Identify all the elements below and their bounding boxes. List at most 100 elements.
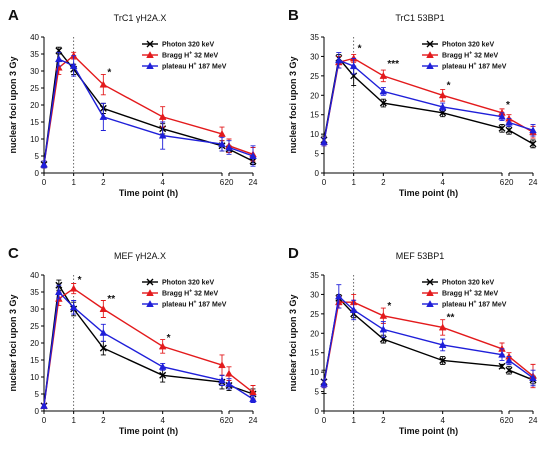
x-tick-label: 2 — [381, 416, 386, 425]
data-point — [225, 369, 233, 377]
data-point — [379, 325, 388, 333]
data-point — [69, 61, 78, 69]
y-tick-label: 10 — [310, 130, 319, 139]
data-point — [426, 300, 434, 307]
chart-title: MEF 53BP1 — [396, 251, 445, 261]
significance-marker: * — [167, 333, 171, 344]
data-point — [426, 51, 434, 58]
x-axis-label: Time point (h) — [119, 426, 178, 436]
series-line — [323, 57, 503, 143]
data-point — [146, 62, 154, 69]
y-tick-label: 30 — [310, 52, 319, 61]
data-point — [40, 401, 48, 409]
x-axis-label: Time point (h) — [399, 426, 458, 436]
data-point — [505, 126, 513, 134]
series-line-late — [228, 383, 254, 400]
data-point — [498, 362, 506, 370]
y-axis-label: nuclear foci upon 3 Gy — [8, 56, 18, 153]
panel-letter: D — [288, 245, 299, 262]
legend-entry: plateau H+ 187 MeV — [162, 300, 227, 309]
series-line-late — [228, 148, 254, 162]
data-point — [158, 342, 167, 350]
y-axis-label: nuclear foci upon 3 Gy — [8, 294, 18, 391]
panel-b: B TrC1 53BP1 nuclear foci upon 3 Gy Time po… — [288, 7, 538, 198]
x-tick-label: 24 — [529, 178, 538, 187]
panel-a: A TrC1 γH2A.X nuclear foci upon 3 Gy Time p… — [8, 7, 258, 198]
data-point — [40, 160, 48, 168]
panel-d: D MEF 53BP1 nuclear foci upon 3 Gy Time poi… — [288, 245, 538, 436]
data-point — [320, 379, 328, 387]
legend-entry: plateau H+ 187 MeV — [162, 62, 227, 71]
legend-entry: plateau H+ 187 MeV — [442, 300, 507, 309]
x-tick-label: 0 — [322, 178, 327, 187]
data-point — [158, 362, 167, 370]
significance-marker: * — [506, 100, 510, 111]
x-tick-label: 4 — [160, 178, 165, 187]
data-point — [379, 71, 388, 79]
panel-letter: A — [8, 7, 19, 24]
y-tick-label: 0 — [35, 407, 40, 416]
x-tick-label: 20 — [225, 178, 234, 187]
data-point — [379, 311, 388, 319]
y-axis-label: nuclear foci upon 3 Gy — [288, 56, 298, 153]
data-point — [505, 118, 513, 126]
legend-entry: Bragg H+ 32 MeV — [442, 289, 499, 298]
data-point — [55, 288, 63, 295]
significance-marker: * — [107, 68, 111, 79]
x-axis-label: Time point (h) — [399, 188, 458, 198]
legend-entry: Bragg H+ 32 MeV — [442, 51, 499, 60]
x-tick-label: 1 — [351, 416, 356, 425]
chart-title: MEF γH2A.X — [114, 251, 166, 261]
data-point — [426, 278, 434, 286]
series-line-late — [508, 117, 534, 133]
series-line-late — [508, 121, 534, 131]
y-tick-label: 20 — [310, 329, 319, 338]
x-tick-label: 0 — [42, 178, 47, 187]
data-point — [379, 87, 388, 95]
legend-entry: plateau H+ 187 MeV — [442, 62, 507, 71]
series-2 — [40, 51, 257, 169]
series-line — [43, 290, 223, 406]
data-point — [69, 284, 78, 292]
legend-entry: Photon 320 keV — [442, 42, 494, 49]
legend-entry: Photon 320 keV — [162, 280, 214, 287]
x-tick-label: 2 — [101, 178, 106, 187]
legend-entry: Photon 320 keV — [162, 42, 214, 49]
x-tick-label: 6 — [500, 178, 505, 187]
x-tick-label: 20 — [505, 416, 514, 425]
series-line — [43, 287, 223, 406]
data-point — [218, 361, 226, 369]
data-point — [349, 306, 358, 313]
significance-marker: * — [358, 44, 362, 55]
data-point — [99, 344, 107, 352]
data-point — [99, 112, 108, 120]
y-tick-label: 0 — [315, 169, 320, 178]
x-tick-label: 20 — [225, 416, 234, 425]
data-point — [249, 388, 257, 396]
x-tick-label: 24 — [249, 416, 258, 425]
data-point — [529, 126, 537, 134]
x-tick-label: 6 — [500, 416, 505, 425]
x-tick-label: 4 — [440, 178, 445, 187]
data-point — [249, 395, 257, 403]
y-tick-label: 0 — [35, 169, 40, 178]
series-0 — [40, 279, 257, 410]
series-line-late — [508, 129, 534, 145]
x-tick-label: 4 — [440, 416, 445, 425]
y-tick-label: 25 — [310, 72, 319, 81]
x-tick-label: 0 — [42, 416, 47, 425]
y-tick-label: 30 — [310, 290, 319, 299]
data-point — [146, 51, 154, 58]
series-line — [323, 301, 503, 384]
series-line-late — [228, 146, 254, 157]
y-tick-label: 40 — [30, 271, 39, 280]
significance-marker: ** — [447, 313, 455, 324]
data-point — [529, 140, 537, 148]
series-line — [323, 59, 503, 143]
y-tick-label: 40 — [30, 33, 39, 42]
data-point — [426, 289, 434, 296]
x-tick-label: 24 — [529, 416, 538, 425]
data-point — [146, 289, 154, 296]
significance-marker: *** — [387, 59, 399, 70]
